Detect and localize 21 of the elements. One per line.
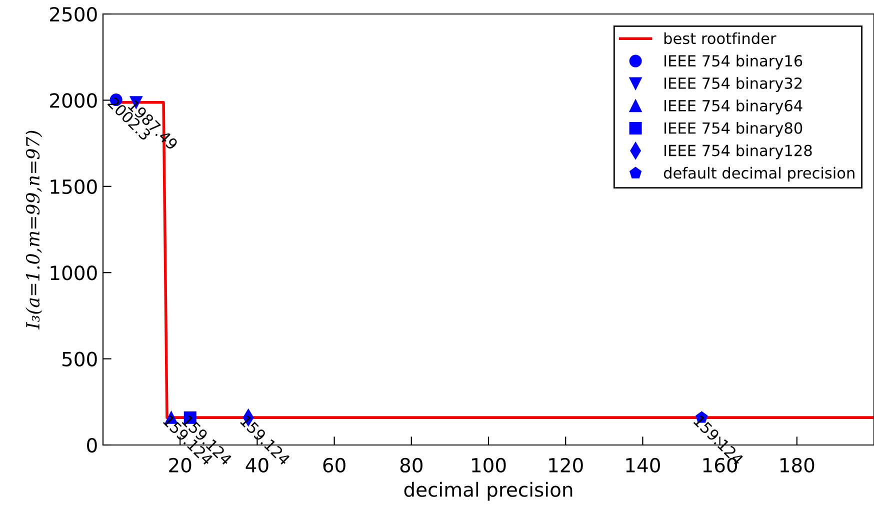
x-tick-label: 140 [626, 458, 660, 473]
legend-label: IEEE 754 binary128 [664, 144, 812, 160]
x-tick-label: 120 [549, 458, 583, 473]
x-tick-label: 100 [472, 458, 506, 473]
legend-label: IEEE 754 binary80 [664, 122, 802, 137]
legend-label: IEEE 754 binary32 [664, 77, 802, 92]
y-axis-title: I₃(a=1.0,m=99,n=97) [26, 130, 42, 330]
legend-label: IEEE 754 binary16 [664, 54, 802, 70]
legend-label: default decimal precision [664, 166, 854, 182]
y-tick-label: 500 [62, 352, 97, 366]
x-tick-label: 180 [780, 458, 814, 473]
x-axis-title: decimal precision [404, 482, 572, 501]
y-tick-label: 1500 [50, 179, 97, 194]
y-tick-label: 2500 [50, 6, 97, 22]
y-tick-label: 0 [87, 438, 97, 453]
y-tick-label: 2000 [50, 93, 97, 108]
legend-label: best rootfinder [664, 32, 776, 44]
x-tick-label: 80 [400, 458, 422, 473]
y-tick-label: 1000 [50, 266, 97, 280]
legend-label: IEEE 754 binary64 [664, 100, 802, 114]
x-tick-label: 60 [323, 458, 346, 473]
